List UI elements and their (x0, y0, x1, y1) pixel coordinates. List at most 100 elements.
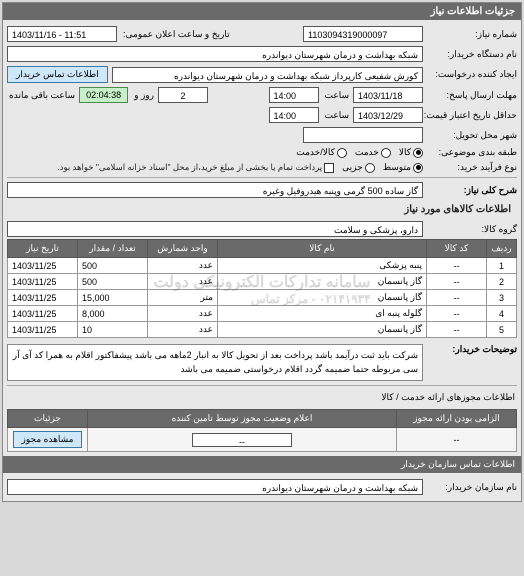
p2-label: جزیی (342, 162, 363, 173)
table-cell: گاز پانسمان (218, 322, 427, 338)
buyer-note-label: توضیحات خریدار: (427, 344, 517, 355)
need-no-label: شماره نیاز: (427, 29, 517, 40)
table-cell: -- (427, 274, 487, 290)
table-row: 2--گاز پانسمانعدد5001403/11/25 (8, 274, 517, 290)
footer-org-field: شبکه بهداشت و درمان شهرستان دیواندره (7, 479, 423, 495)
check-treasury[interactable] (324, 163, 334, 173)
items-table: ردیف کد کالا نام کالا واحد شمارش تعداد /… (7, 239, 517, 338)
reply-deadline-label: مهلت ارسال پاسخ: (427, 90, 517, 101)
need-no-field: 1103094319000097 (303, 26, 423, 42)
time-remaining-badge: 02:04:38 (79, 87, 128, 103)
price-valid-time-field: 14:00 (269, 107, 319, 123)
auth-col2: اعلام وضعیت مجوز توسط تامین کننده (88, 410, 397, 428)
table-cell: 1403/11/25 (8, 258, 78, 274)
main-header: جزئیات اطلاعات نیاز (3, 3, 521, 20)
table-cell: 1403/11/25 (8, 322, 78, 338)
col-unit: واحد شمارش (148, 240, 218, 258)
table-cell: پنبه پزشکی (218, 258, 427, 274)
table-cell: 1403/11/25 (8, 306, 78, 322)
auth-col1: الزامی بودن ارائه مجوز (397, 410, 517, 428)
p1-label: متوسط (383, 162, 411, 173)
col-name: نام کالا (218, 240, 427, 258)
table-cell: گاز پانسمان (218, 290, 427, 306)
table-cell: 1403/11/25 (8, 274, 78, 290)
table-cell: 3 (487, 290, 517, 306)
footer-header: اطلاعات تماس سازمان خریدار (3, 456, 521, 473)
reply-date-field: 1403/11/18 (353, 87, 423, 103)
col-row: ردیف (487, 240, 517, 258)
auth-section-label: اطلاعات مجوزهای ارائه خدمت / کالا (7, 388, 517, 407)
table-row: 1--پنبه پزشکیعدد5001403/11/25 (8, 258, 517, 274)
days-label: روز و (132, 90, 154, 101)
delivery-city-label: شهر محل تحویل: (427, 130, 517, 141)
table-cell: گاز پانسمان (218, 274, 427, 290)
table-cell: -- (427, 322, 487, 338)
items-header: اطلاعات کالاهای مورد نیاز (7, 200, 517, 219)
radio-kala[interactable] (413, 148, 423, 158)
time-label-1: ساعت (323, 90, 350, 101)
days-left-field: 2 (158, 87, 208, 103)
col-code: کد کالا (427, 240, 487, 258)
price-valid-label: حداقل تاریخ اعتبار قیمت: تا تاریخ: (427, 110, 517, 121)
col-qty: تعداد / مقدار (78, 240, 148, 258)
cat2-label: خدمت (355, 147, 379, 158)
table-cell: عدد (148, 274, 218, 290)
delivery-city-field (303, 127, 423, 143)
auth-col3: جزئیات (8, 410, 88, 428)
table-row: 3--گاز پانسمانمتر15,0001403/11/25 (8, 290, 517, 306)
table-cell: متر (148, 290, 218, 306)
category-label: طبقه بندی موضوعی: (427, 147, 517, 158)
view-license-button[interactable]: مشاهده مجوز (13, 431, 83, 448)
table-cell: 1403/11/25 (8, 290, 78, 306)
proc-type-label: نوع فرآیند خرید: (427, 162, 517, 173)
group-field: دارو، پزشکی و سلامت (7, 221, 423, 237)
col-date: تاریخ نیاز (8, 240, 78, 258)
p3-label: پرداخت تمام یا بخشی از مبلغ خرید،از محل … (57, 162, 322, 173)
reply-time-field: 14:00 (269, 87, 319, 103)
table-cell: 2 (487, 274, 517, 290)
creator-label: ایجاد کننده درخواست: (427, 69, 517, 80)
pub-datetime-label: تاریخ و ساعت اعلان عمومی: (121, 29, 230, 40)
auth-table: الزامی بودن ارائه مجوز اعلام وضعیت مجوز … (7, 409, 517, 452)
table-row: 4--گلوله پنبه ایعدد8,0001403/11/25 (8, 306, 517, 322)
table-cell: 15,000 (78, 290, 148, 306)
table-cell: گلوله پنبه ای (218, 306, 427, 322)
auth-v1: -- (397, 428, 517, 452)
buyer-contact-button[interactable]: اطلاعات تماس خریدار (7, 66, 108, 83)
buyer-org-field: شبکه بهداشت و درمان شهرستان دیواندره (7, 46, 423, 62)
table-cell: 4 (487, 306, 517, 322)
auth-row: -- -- مشاهده مجوز (8, 428, 517, 452)
radio-both[interactable] (337, 148, 347, 158)
table-cell: 500 (78, 258, 148, 274)
time-label-2: ساعت (323, 110, 350, 121)
pub-datetime-field: 1403/11/16 - 11:51 (7, 26, 117, 42)
footer-org-label: نام سازمان خریدار: (427, 482, 517, 493)
radio-minor[interactable] (365, 163, 375, 173)
table-row: 5--گاز پانسمانعدد101403/11/25 (8, 322, 517, 338)
proc-radio-group: متوسط جزیی پرداخت تمام یا بخشی از مبلغ خ… (57, 162, 423, 173)
price-valid-date-field: 1403/12/29 (353, 107, 423, 123)
table-cell: -- (427, 258, 487, 274)
table-cell: 10 (78, 322, 148, 338)
table-cell: -- (427, 290, 487, 306)
cat3-label: کالا/خدمت (296, 147, 335, 158)
table-cell: -- (427, 306, 487, 322)
table-cell: 8,000 (78, 306, 148, 322)
buyer-org-label: نام دستگاه خریدار: (427, 49, 517, 60)
table-cell: عدد (148, 322, 218, 338)
creator-field: کورش شفیعی کارپرداز شبکه بهداشت و درمان … (112, 67, 423, 83)
auth-v2: -- (88, 428, 397, 452)
remain-suffix: ساعت باقی مانده (7, 90, 75, 101)
table-cell: عدد (148, 306, 218, 322)
need-title-label: شرح کلی نیاز: (427, 185, 517, 196)
cat1-label: کالا (399, 147, 411, 158)
radio-khedmat[interactable] (381, 148, 391, 158)
need-title-field: گاز ساده 500 گرمی وپنبه هیدروفیل وغیره (7, 182, 423, 198)
table-cell: 5 (487, 322, 517, 338)
category-radio-group: کالا خدمت کالا/خدمت (296, 147, 423, 158)
group-label: گروه کالا: (427, 224, 517, 235)
buyer-note-text: شرکت باید ثبت درآیمد باشد پرداخت بعد از … (7, 344, 423, 381)
table-cell: 500 (78, 274, 148, 290)
table-cell: عدد (148, 258, 218, 274)
radio-medium[interactable] (413, 163, 423, 173)
